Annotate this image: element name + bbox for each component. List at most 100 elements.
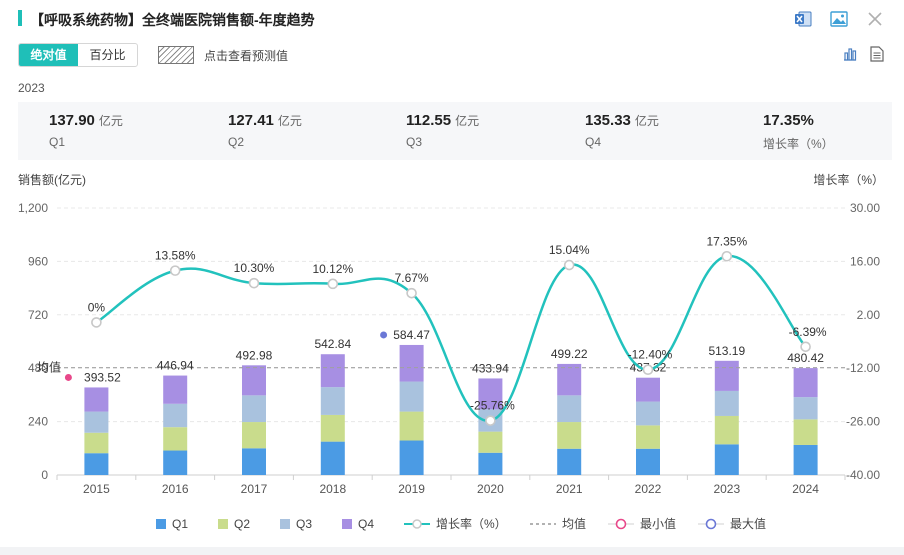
growth-rate-point [91, 317, 102, 328]
growth-rate-point [169, 265, 181, 276]
bar-q3 [714, 390, 739, 416]
growth-rate-point [721, 250, 733, 262]
bar-q4 [557, 363, 582, 396]
stat-label: Q2 [228, 135, 245, 149]
predict-toggle[interactable]: 点击查看预测值 [158, 46, 288, 64]
bar-q2 [478, 431, 503, 453]
legend-swatch [280, 519, 290, 529]
growth-rate-point [563, 259, 575, 271]
bar-q2 [399, 411, 424, 441]
stat-label: 增长率（%） [763, 137, 834, 151]
sales-chart: 销售额(亿元) 增长率（%） 0 -40.00 240 -26.00 480 -12.00 72… [18, 172, 884, 531]
stat-growth: 17.35% 增长率（%） [763, 112, 834, 152]
stat-unit: 亿元 [98, 114, 123, 128]
y-right-tick-label: -12.00 [846, 361, 880, 375]
page-title: 【呼吸系统药物】全终端医院销售额-年度趋势 [30, 12, 315, 28]
growth-rate-label: 7.67% [395, 271, 429, 285]
footer-strip [0, 547, 904, 555]
bar-q4 [320, 354, 345, 388]
bar-q3 [557, 395, 582, 423]
y-tick-label: 240 [28, 415, 48, 429]
y-tick-label: 960 [28, 254, 48, 268]
x-tick-label: 2022 [635, 482, 662, 496]
min-value-marker [64, 373, 72, 381]
bar-q4 [793, 368, 818, 398]
growth-rate-point [800, 341, 811, 353]
summary-year: 2023 [18, 81, 45, 95]
bar-q3 [163, 403, 188, 428]
bar-q2 [163, 427, 188, 451]
image-export-icon[interactable] [828, 8, 850, 30]
growth-rate-label: 13.58% [155, 249, 196, 263]
bar-q4 [399, 344, 424, 382]
stat-value: 112.55 [406, 112, 452, 129]
bar-q1 [478, 452, 503, 475]
x-tick-label: 2020 [477, 482, 504, 496]
bar-q1 [163, 450, 188, 475]
bar-q2 [793, 419, 818, 445]
bar-q2 [557, 422, 582, 449]
bar-q1 [714, 444, 739, 475]
bar-total-label: 499.22 [551, 347, 588, 361]
bar-q1 [84, 453, 109, 475]
x-tick-label: 2021 [556, 482, 583, 496]
y-right-tick-label: 30.00 [850, 201, 880, 215]
legend-label: Q4 [358, 517, 374, 531]
average-label: 均值 [37, 360, 61, 375]
growth-rate-label: 10.12% [312, 262, 353, 276]
bar-total-label: 393.52 [84, 370, 121, 384]
excel-export-icon[interactable] [792, 8, 814, 30]
view-toolbar: 绝对值 百分比 点击查看预测值 [18, 43, 288, 67]
tab-absolute[interactable]: 绝对值 [19, 44, 78, 66]
mode-switch: 绝对值 百分比 [18, 43, 138, 67]
bar-q1 [242, 448, 266, 475]
x-tick-label: 2018 [319, 482, 346, 496]
bar-q4 [84, 387, 109, 412]
chart-header: 【呼吸系统药物】全终端医院销售额-年度趋势 [0, 0, 904, 38]
y-right-tick-label: 16.00 [850, 254, 880, 268]
y-axis-right-title: 增长率（%） [813, 172, 884, 187]
bar-q1 [636, 448, 660, 475]
stat-q4: 135.33 亿元 Q4 [585, 112, 659, 149]
bar-total-label: 446.94 [157, 359, 194, 373]
growth-rate-label: 17.35% [706, 234, 747, 248]
stat-q3: 112.55 亿元 Q3 [406, 112, 479, 149]
legend-label: 增长率（%） [436, 516, 507, 531]
summary-panel: 137.90 亿元 Q1 127.41 亿元 Q2 112.55 亿元 Q3 135.… [18, 102, 892, 160]
bar-chart-icon[interactable] [842, 46, 858, 67]
y-right-tick-label: -26.00 [846, 415, 880, 429]
bar-q1 [793, 444, 818, 475]
bar-total-label: 480.42 [787, 351, 824, 365]
bar-q2 [320, 414, 345, 442]
bar-q3 [399, 381, 424, 412]
y-tick-label: 1,200 [18, 201, 48, 215]
tab-percentage[interactable]: 百分比 [89, 48, 126, 62]
stat-value: 17.35% [763, 112, 814, 129]
legend-point-swatch [412, 519, 422, 529]
stat-label: Q4 [585, 135, 602, 149]
y-tick-label: 0 [41, 468, 48, 482]
legend-swatch [342, 519, 352, 529]
legend-label: 最大值 [730, 516, 766, 531]
stat-value: 127.41 [228, 112, 274, 129]
stat-q2: 127.41 亿元 Q2 [228, 112, 302, 149]
close-icon[interactable] [864, 8, 886, 30]
growth-rate-point [327, 278, 339, 290]
stat-label: Q1 [49, 135, 66, 149]
bar-total-label: 513.19 [708, 344, 745, 358]
max-value-marker [380, 331, 388, 339]
legend-label: 均值 [562, 516, 586, 531]
stat-unit: 亿元 [277, 114, 302, 128]
legend-label: 最小值 [640, 516, 676, 531]
stat-unit: 亿元 [634, 114, 659, 128]
legend-circle-swatch [705, 518, 717, 530]
growth-rate-label: -25.76% [470, 399, 515, 413]
x-tick-label: 2016 [162, 482, 189, 496]
growth-rate-point [248, 277, 260, 289]
stat-value: 137.90 [49, 112, 95, 129]
bar-q1 [557, 448, 582, 475]
x-tick-label: 2023 [713, 482, 740, 496]
bar-q2 [636, 425, 660, 449]
bar-q3 [793, 397, 818, 420]
table-view-icon[interactable] [870, 46, 884, 67]
